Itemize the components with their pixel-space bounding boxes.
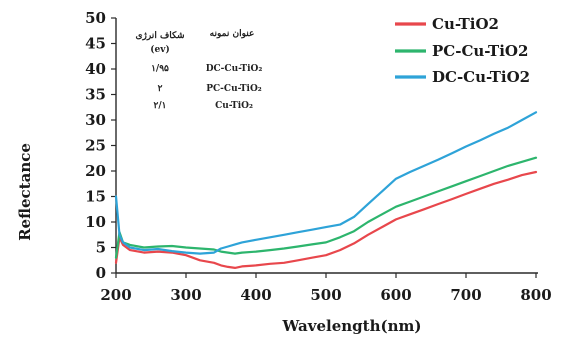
y-tick-label: 50	[85, 9, 106, 27]
table-header-sample: عنوان نمونه	[210, 28, 255, 39]
y-tick-label: 35	[85, 86, 106, 104]
x-ticks: 200 300 400 500 600 700 800	[100, 273, 552, 304]
table-row-1-sample: DC-Cu-TiO₂	[206, 64, 263, 74]
table-row-1-value: ۱/۹۵	[151, 64, 169, 74]
table-row-3-sample: Cu-TiO₂	[215, 101, 253, 111]
x-tick-label: 500	[310, 286, 341, 304]
table-row-2-value: ۲	[158, 84, 163, 94]
table-row-2-sample: PC-Cu-TiO₂	[206, 84, 262, 94]
y-tick-label: 25	[85, 137, 106, 155]
y-tick-label: 5	[96, 239, 106, 257]
legend-label-dc-cu-tio2: DC-Cu-TiO2	[432, 68, 530, 86]
y-tick-label: 15	[85, 188, 106, 206]
y-tick-label: 40	[85, 60, 106, 78]
x-tick-label: 700	[450, 286, 481, 304]
x-axis-label: Wavelength(nm)	[282, 317, 422, 335]
series-line-cu-tio2	[114, 170, 538, 269]
y-axis-label: Reflectance	[16, 143, 34, 241]
x-tick-label: 200	[100, 286, 131, 304]
table-row-3-value: ۲/۱	[154, 101, 167, 111]
table-header-bandgap: شکاف انرژی	[135, 30, 184, 41]
series-line-pc-cu-tio2	[114, 156, 538, 259]
x-tick-label: 300	[170, 286, 201, 304]
legend: Cu-TiO2 PC-Cu-TiO2 DC-Cu-TiO2	[395, 15, 530, 86]
x-tick-label: 600	[380, 286, 411, 304]
series-layer	[114, 111, 538, 269]
inset-table: عنوان نمونه شکاف انرژی (ev) DC-Cu-TiO₂ ۱…	[135, 28, 262, 111]
x-tick-label: 400	[240, 286, 271, 304]
y-tick-label: 0	[96, 264, 106, 282]
table-header-unit: (ev)	[150, 44, 169, 55]
y-tick-label: 20	[85, 162, 106, 180]
legend-label-pc-cu-tio2: PC-Cu-TiO2	[432, 42, 528, 60]
x-tick-label: 800	[520, 286, 551, 304]
legend-label-cu-tio2: Cu-TiO2	[432, 15, 499, 33]
y-tick-label: 10	[85, 213, 106, 231]
series-line-dc-cu-tio2	[114, 111, 538, 255]
y-tick-label: 30	[85, 111, 106, 129]
y-ticks: 0 5 10 15 20 25 30 35 40 45 50	[85, 9, 116, 282]
y-tick-label: 45	[85, 35, 106, 53]
